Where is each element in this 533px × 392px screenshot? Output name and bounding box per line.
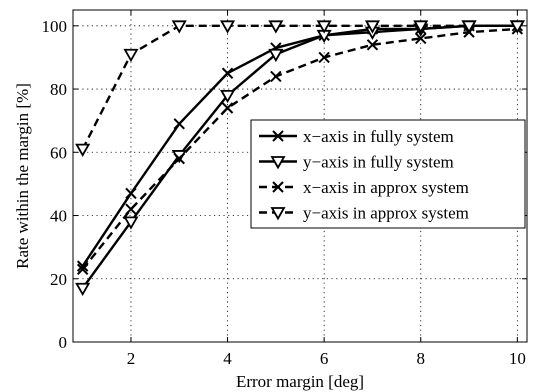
data-point (123, 216, 139, 230)
data-point (415, 32, 427, 45)
legend-label: y−axis in approx system (303, 204, 469, 223)
legend-item: x−axis in approx system (259, 178, 469, 197)
data-point (75, 282, 91, 297)
legend-marker (272, 130, 284, 142)
legend-label: y−axis in fully system (303, 153, 454, 172)
data-point (123, 48, 139, 63)
series-layer (75, 20, 525, 297)
data-point (220, 89, 236, 104)
data-point (366, 39, 379, 51)
data-point (318, 51, 330, 64)
legend-marker (270, 156, 286, 170)
data-point (171, 20, 187, 34)
legend-item: y−axis in approx system (259, 204, 469, 223)
legend-marker (270, 207, 286, 221)
legend-box (250, 119, 526, 229)
data-point (316, 20, 332, 34)
x-tick-label: 6 (320, 349, 329, 368)
data-point (364, 20, 380, 34)
series-line (81, 24, 518, 289)
data-point (461, 20, 477, 34)
data-point (268, 20, 284, 34)
data-point (76, 263, 89, 275)
x-tick-label: 4 (223, 349, 232, 368)
y-axis-label: Rate within the margin [%] (13, 83, 32, 269)
data-point (413, 20, 429, 34)
data-point (173, 152, 185, 165)
x-axis-label: Error margin [deg] (236, 372, 364, 391)
legend-item: y−axis in fully system (259, 153, 454, 172)
data-point (220, 20, 236, 34)
y-tick-label: 80 (50, 80, 67, 99)
y-tick-label: 20 (50, 270, 67, 289)
y-tick-label: 60 (50, 143, 67, 162)
series-line (81, 27, 518, 271)
data-point (76, 260, 89, 272)
y-tick-label: 100 (42, 17, 68, 36)
data-point (125, 187, 137, 200)
data-point (268, 48, 284, 63)
x-tick-label: 8 (416, 349, 425, 368)
series-4 (75, 20, 525, 157)
data-point (509, 20, 525, 34)
x-tick-label: 10 (509, 349, 526, 368)
data-point (270, 70, 282, 83)
legend-marker (272, 181, 284, 193)
y-tick-label: 40 (50, 207, 67, 226)
data-point (75, 143, 91, 157)
y-tick-label: 0 (59, 333, 68, 352)
series-line (81, 24, 518, 150)
legend: x−axis in fully system y−axis in fully sy… (250, 119, 526, 229)
legend-label: x−axis in fully system (303, 127, 454, 146)
legend-item: x−axis in fully system (259, 127, 454, 146)
data-point (221, 102, 234, 114)
x-tick-label: 2 (127, 349, 136, 368)
data-point (221, 67, 234, 79)
plot-frame (72, 9, 528, 343)
data-point (173, 118, 185, 130)
data-point (125, 203, 137, 215)
legend-label: x−axis in approx system (303, 178, 469, 197)
